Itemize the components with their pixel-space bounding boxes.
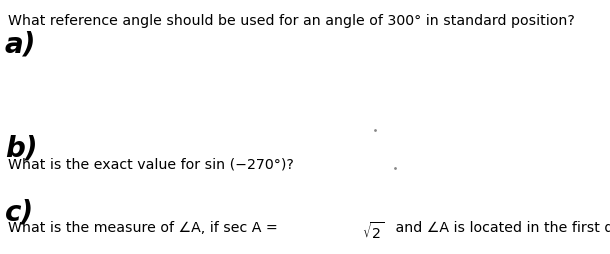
Text: $\sqrt{2}$: $\sqrt{2}$ [362,221,384,242]
Text: What reference angle should be used for an angle of 300° in standard position?: What reference angle should be used for … [8,14,575,28]
Text: What is the exact value for sin (−270°)?: What is the exact value for sin (−270°)? [8,158,294,172]
Text: b): b) [5,135,37,163]
Text: What is the measure of ∠A, if sec A =: What is the measure of ∠A, if sec A = [8,221,282,235]
Text: c): c) [5,198,34,226]
Text: and ∠A is located in the first quadrant?: and ∠A is located in the first quadrant? [391,221,610,235]
Text: a): a) [5,30,37,58]
